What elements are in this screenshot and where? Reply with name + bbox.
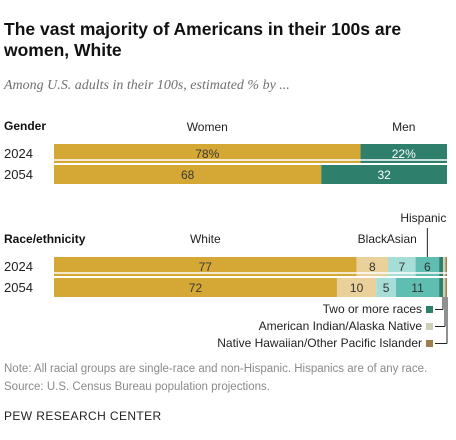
legend-swatch-native-hawaiian-other-pacific-islander [426, 340, 433, 347]
series-label-men: Men [392, 120, 415, 134]
row-label-race-ethnicity-2024: 2024 [4, 259, 33, 274]
series-label-white: White [190, 232, 221, 246]
row-label-gender-2054: 2054 [4, 167, 33, 182]
legend-label-american-indian-alaska-native: American Indian/Alaska Native [259, 319, 423, 333]
bar-men-2024 [360, 144, 447, 163]
bar-hispanic-2024 [415, 257, 440, 276]
data-label-men-2054: 32 [377, 168, 391, 182]
section-label-gender: Gender [4, 119, 46, 133]
bar-two-or-more-races-2024 [439, 257, 444, 276]
bar-white-2024 [54, 257, 357, 276]
bar-american-indian-alaska-native-2054 [443, 278, 446, 297]
data-label-black-2024: 8 [369, 260, 376, 274]
row-label-race-ethnicity-2054: 2054 [4, 280, 33, 295]
series-label-women: Women [187, 120, 228, 134]
data-label-white-2024: 77 [199, 260, 213, 274]
series-label-black: Black [358, 232, 388, 246]
chart-note: Note: All racial groups are single-race … [4, 363, 428, 375]
brand-name: PEW RESEARCH CENTER [4, 409, 162, 423]
bar-women-2054 [54, 165, 322, 184]
bar-native-hawaiian-other-pacific-islander-2054 [445, 278, 447, 297]
legend-label-native-hawaiian-other-pacific-islander: Native Hawaiian/Other Pacific Islander [217, 336, 422, 350]
legend-swatch-american-indian-alaska-native [426, 323, 433, 330]
bar-black-2024 [356, 257, 389, 276]
chart-subtitle: Among U.S. adults in their 100s, estimat… [4, 78, 290, 93]
bar-two-or-more-races-2054 [439, 278, 444, 297]
bar-hispanic-2054 [395, 278, 440, 297]
data-label-men-2024: 22% [392, 147, 416, 161]
chart-title: The vast majority of Americans in their … [4, 19, 402, 60]
bar-men-2054 [321, 165, 447, 184]
bar-black-2054 [336, 278, 377, 297]
data-label-asian-2054: 5 [383, 281, 390, 295]
bar-native-hawaiian-other-pacific-islander-2024 [445, 257, 447, 276]
data-label-women-2024: 78% [195, 147, 219, 161]
bar-american-indian-alaska-native-2024 [443, 257, 446, 276]
legend-swatch-two-or-more-races [426, 306, 433, 313]
section-label-race-ethnicity: Race/ethnicity [4, 232, 86, 246]
data-label-women-2054: 68 [181, 168, 195, 182]
series-label-asian: Asian [387, 232, 417, 246]
bar-asian-2054 [376, 278, 396, 297]
bar-asian-2024 [388, 257, 416, 276]
data-label-white-2054: 72 [189, 281, 203, 295]
data-label-hispanic-2024: 6 [424, 260, 431, 274]
bar-women-2024 [54, 144, 361, 163]
data-label-black-2054: 10 [350, 281, 364, 295]
data-label-hispanic-2054: 11 [411, 281, 424, 295]
chart-source: Source: U.S. Census Bureau population pr… [4, 381, 270, 393]
data-label-asian-2024: 7 [398, 260, 405, 274]
row-label-gender-2024: 2024 [4, 146, 33, 161]
bar-white-2054 [54, 278, 337, 297]
series-label-hispanic: Hispanic [400, 211, 446, 225]
legend-label-two-or-more-races: Two or more races [323, 302, 422, 316]
